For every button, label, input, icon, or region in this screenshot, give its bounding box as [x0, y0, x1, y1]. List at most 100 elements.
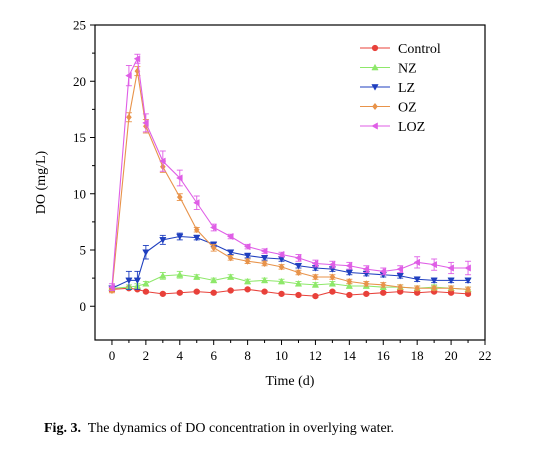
- data-point-loz: [413, 258, 420, 266]
- data-point-loz: [142, 119, 149, 127]
- y-tick-label: 15: [73, 130, 86, 145]
- data-point-oz: [363, 280, 370, 288]
- data-point-loz: [294, 254, 302, 262]
- data-point-lz: [396, 273, 404, 280]
- data-point-oz: [227, 254, 234, 262]
- data-point-control: [142, 288, 149, 295]
- data-point-lz: [133, 277, 142, 285]
- legend-marker-control: [371, 44, 379, 52]
- x-tick-label: 10: [275, 348, 288, 363]
- x-tick-label: 2: [143, 348, 150, 363]
- data-point-control: [295, 291, 302, 299]
- data-point-oz: [346, 277, 353, 286]
- series-control: [108, 285, 472, 300]
- data-point-loz: [328, 261, 336, 269]
- y-tick-label: 10: [73, 186, 86, 201]
- figure-caption-text: The dynamics of DO concentration in over…: [87, 421, 395, 436]
- y-tick-label: 0: [80, 299, 87, 314]
- data-point-control: [346, 291, 353, 299]
- x-tick-label: 14: [343, 348, 357, 363]
- data-point-control: [329, 288, 336, 295]
- data-point-oz: [380, 281, 387, 289]
- legend-item-loz: LOZ: [360, 120, 425, 135]
- data-point-lz: [193, 234, 201, 242]
- data-point-loz: [159, 157, 166, 165]
- data-point-lz: [294, 262, 303, 270]
- data-point-lz: [227, 249, 235, 256]
- data-point-nz: [210, 276, 218, 284]
- data-point-lz: [464, 277, 472, 285]
- data-point-nz: [243, 277, 252, 285]
- data-point-lz: [176, 233, 184, 241]
- y-tick-label: 5: [80, 243, 87, 258]
- data-point-nz: [142, 280, 150, 287]
- data-point-oz: [295, 268, 302, 277]
- data-point-loz: [447, 264, 454, 272]
- legend-label-nz: NZ: [398, 62, 417, 77]
- data-point-loz: [345, 262, 353, 270]
- data-point-nz: [159, 272, 167, 279]
- data-point-oz: [244, 257, 251, 265]
- legend-label-control: Control: [398, 42, 441, 57]
- data-point-loz: [125, 72, 132, 80]
- data-point-lz: [260, 255, 269, 262]
- legend-label-oz: OZ: [398, 101, 417, 116]
- legend-marker-oz: [372, 102, 378, 111]
- y-tick-label: 25: [73, 18, 86, 33]
- legend-marker-loz: [371, 122, 378, 130]
- legend-label-loz: LOZ: [398, 120, 425, 135]
- legend-item-oz: OZ: [360, 101, 417, 116]
- legend-item-nz: NZ: [360, 62, 417, 77]
- series-layer: [108, 53, 472, 300]
- data-point-lz: [159, 237, 167, 244]
- data-point-oz: [431, 284, 438, 292]
- data-point-oz: [414, 284, 421, 292]
- x-tick-label: 6: [210, 348, 217, 363]
- data-point-nz: [345, 282, 353, 289]
- x-tick-label: 12: [309, 348, 322, 363]
- x-tick-label: 22: [479, 348, 492, 363]
- y-axis-title: DO (mg/L): [34, 150, 49, 214]
- data-point-oz: [397, 283, 404, 291]
- series-loz: [108, 53, 472, 291]
- x-tick-label: 4: [177, 348, 184, 363]
- data-point-loz: [430, 261, 437, 269]
- data-point-nz: [193, 273, 201, 280]
- data-point-control: [261, 288, 268, 295]
- data-point-loz: [277, 250, 285, 259]
- x-tick-label: 16: [377, 348, 391, 363]
- data-point-nz: [294, 280, 303, 287]
- x-tick-label: 20: [445, 348, 458, 363]
- data-point-nz: [260, 276, 269, 284]
- data-point-lz: [142, 249, 150, 256]
- data-point-lz: [447, 277, 455, 285]
- data-point-control: [159, 290, 166, 297]
- legend-label-lz: LZ: [398, 81, 415, 96]
- data-point-oz: [261, 259, 268, 268]
- data-point-control: [380, 289, 387, 296]
- data-point-loz: [176, 174, 183, 182]
- data-point-oz: [176, 193, 183, 201]
- data-point-lz: [430, 277, 438, 285]
- plot-frame: [94, 24, 486, 341]
- data-point-nz: [227, 273, 235, 280]
- data-point-loz: [133, 55, 141, 63]
- data-point-loz: [193, 199, 200, 207]
- data-point-oz: [312, 273, 319, 281]
- data-point-loz: [243, 243, 251, 251]
- data-point-loz: [209, 223, 217, 232]
- figure-caption-label: Fig. 3.: [44, 421, 81, 436]
- data-point-control: [363, 290, 370, 297]
- data-point-oz: [465, 285, 471, 293]
- x-axis-ticks: 0 2 4 6 8 10 12 14 16 18 20 22: [109, 340, 492, 363]
- y-tick-label: 20: [73, 74, 86, 89]
- x-tick-label: 18: [411, 348, 424, 363]
- data-point-oz: [448, 284, 454, 292]
- x-tick-label: 0: [109, 348, 116, 363]
- data-point-oz: [329, 273, 336, 281]
- data-point-lz: [243, 252, 252, 260]
- data-point-nz: [176, 271, 184, 278]
- data-point-control: [244, 286, 251, 293]
- plot-border: [94, 24, 486, 341]
- legend-item-lz: LZ: [360, 81, 415, 96]
